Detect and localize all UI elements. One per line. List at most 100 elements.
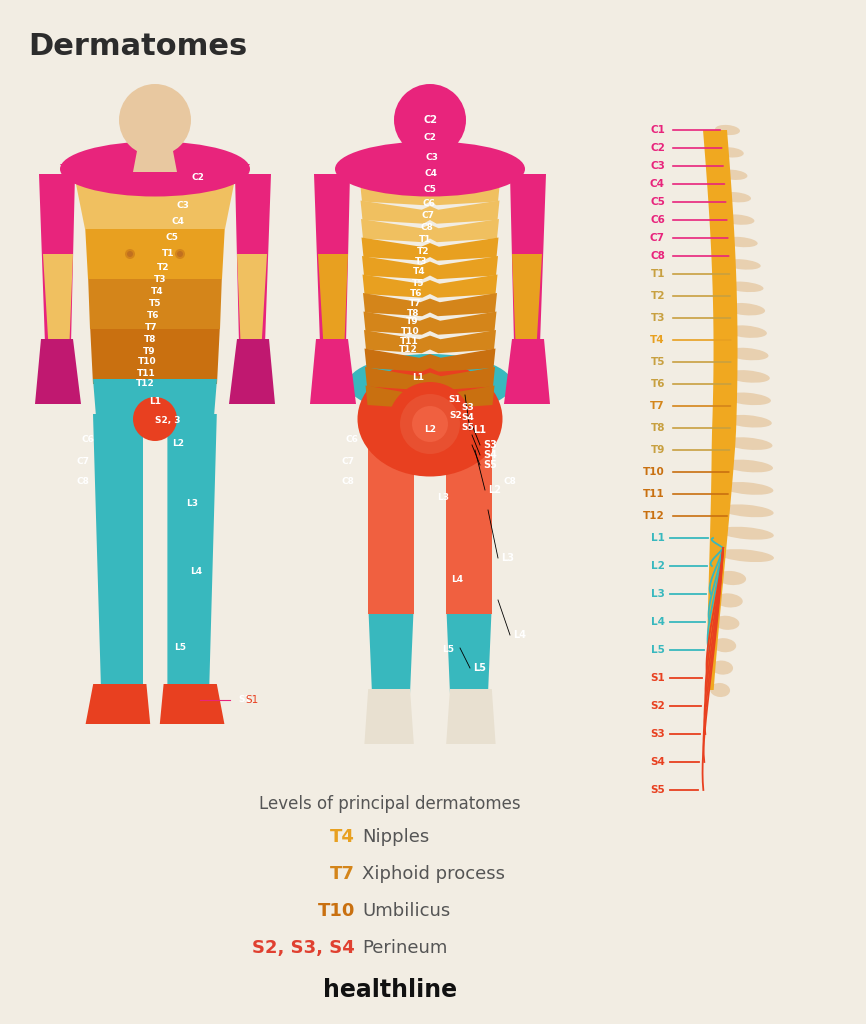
- Ellipse shape: [725, 415, 772, 428]
- Text: T2: T2: [417, 247, 430, 256]
- Ellipse shape: [721, 193, 751, 203]
- Text: C7: C7: [650, 233, 665, 243]
- Polygon shape: [510, 174, 546, 344]
- Text: L4: L4: [451, 575, 463, 585]
- Polygon shape: [90, 324, 220, 384]
- Text: T12: T12: [398, 345, 417, 354]
- Polygon shape: [365, 348, 495, 372]
- Text: C2: C2: [650, 143, 665, 153]
- Ellipse shape: [721, 505, 773, 517]
- Circle shape: [133, 397, 177, 441]
- Text: L5: L5: [651, 645, 665, 655]
- Polygon shape: [446, 604, 492, 694]
- Text: T11: T11: [399, 337, 418, 345]
- Text: C5: C5: [165, 232, 178, 242]
- Circle shape: [127, 251, 133, 257]
- Text: L2: L2: [424, 426, 436, 434]
- Text: T1: T1: [162, 249, 174, 257]
- Text: T11: T11: [137, 369, 155, 378]
- Text: T8: T8: [650, 423, 665, 433]
- Polygon shape: [368, 604, 414, 694]
- Text: Nipples: Nipples: [362, 828, 430, 846]
- Polygon shape: [363, 293, 497, 316]
- Text: C7: C7: [341, 458, 354, 467]
- Polygon shape: [93, 379, 217, 429]
- Ellipse shape: [725, 303, 765, 315]
- Polygon shape: [512, 254, 542, 354]
- Text: T8: T8: [144, 335, 156, 343]
- Polygon shape: [85, 224, 225, 279]
- Ellipse shape: [721, 482, 773, 495]
- Text: T7: T7: [145, 323, 158, 332]
- Text: S1: S1: [650, 673, 665, 683]
- Polygon shape: [365, 367, 495, 390]
- Ellipse shape: [714, 615, 740, 630]
- Text: C5: C5: [650, 197, 665, 207]
- Polygon shape: [364, 330, 496, 353]
- Text: S2, S3, S4: S2, S3, S4: [252, 939, 355, 957]
- Text: L1: L1: [474, 425, 487, 435]
- Circle shape: [394, 84, 466, 156]
- Text: T9: T9: [405, 317, 418, 327]
- Text: T9: T9: [143, 346, 155, 355]
- Polygon shape: [408, 151, 452, 172]
- Polygon shape: [314, 174, 350, 344]
- Text: T2: T2: [650, 291, 665, 301]
- Text: C6: C6: [346, 435, 359, 444]
- Text: S3: S3: [483, 440, 497, 450]
- Circle shape: [177, 251, 183, 257]
- Ellipse shape: [335, 141, 525, 197]
- Polygon shape: [368, 414, 414, 614]
- Ellipse shape: [710, 683, 730, 697]
- Ellipse shape: [712, 638, 736, 652]
- Text: T6: T6: [146, 310, 159, 319]
- Text: T3: T3: [650, 313, 665, 323]
- Polygon shape: [365, 385, 494, 409]
- Text: T10: T10: [318, 902, 355, 920]
- Ellipse shape: [719, 170, 747, 180]
- Polygon shape: [88, 274, 222, 329]
- Text: T1: T1: [419, 236, 431, 245]
- Text: Xiphoid process: Xiphoid process: [362, 865, 505, 883]
- Text: L3: L3: [186, 499, 198, 508]
- Ellipse shape: [716, 571, 746, 585]
- Ellipse shape: [717, 147, 744, 158]
- Text: L5: L5: [174, 643, 186, 652]
- Text: S5: S5: [462, 424, 475, 432]
- Polygon shape: [160, 684, 224, 724]
- Polygon shape: [86, 684, 150, 724]
- Polygon shape: [35, 339, 81, 404]
- Ellipse shape: [724, 437, 772, 450]
- Text: C2: C2: [423, 132, 436, 141]
- Text: S5: S5: [650, 785, 665, 795]
- Polygon shape: [94, 414, 143, 689]
- Text: L3: L3: [501, 553, 514, 563]
- Text: T10: T10: [138, 357, 156, 367]
- Polygon shape: [361, 238, 499, 261]
- Ellipse shape: [726, 326, 767, 338]
- Polygon shape: [364, 311, 496, 335]
- Text: Umbilicus: Umbilicus: [362, 902, 450, 920]
- Text: L4: L4: [651, 617, 665, 627]
- Ellipse shape: [726, 348, 768, 360]
- Text: L3: L3: [437, 494, 449, 503]
- Ellipse shape: [347, 354, 513, 414]
- Text: S1: S1: [245, 695, 258, 705]
- Text: T4: T4: [650, 335, 665, 345]
- Text: T12: T12: [136, 380, 154, 388]
- Text: T7: T7: [650, 401, 665, 411]
- Polygon shape: [310, 339, 356, 404]
- Text: S2: S2: [650, 701, 665, 711]
- Polygon shape: [229, 339, 275, 404]
- Text: C7: C7: [422, 212, 435, 220]
- Text: T5: T5: [149, 299, 161, 307]
- Ellipse shape: [725, 282, 764, 292]
- Polygon shape: [75, 179, 235, 229]
- Polygon shape: [318, 254, 348, 354]
- Circle shape: [175, 249, 185, 259]
- Polygon shape: [446, 689, 495, 744]
- Text: C3: C3: [425, 154, 438, 163]
- Text: T6: T6: [650, 379, 665, 389]
- Polygon shape: [361, 219, 499, 243]
- Ellipse shape: [358, 361, 502, 476]
